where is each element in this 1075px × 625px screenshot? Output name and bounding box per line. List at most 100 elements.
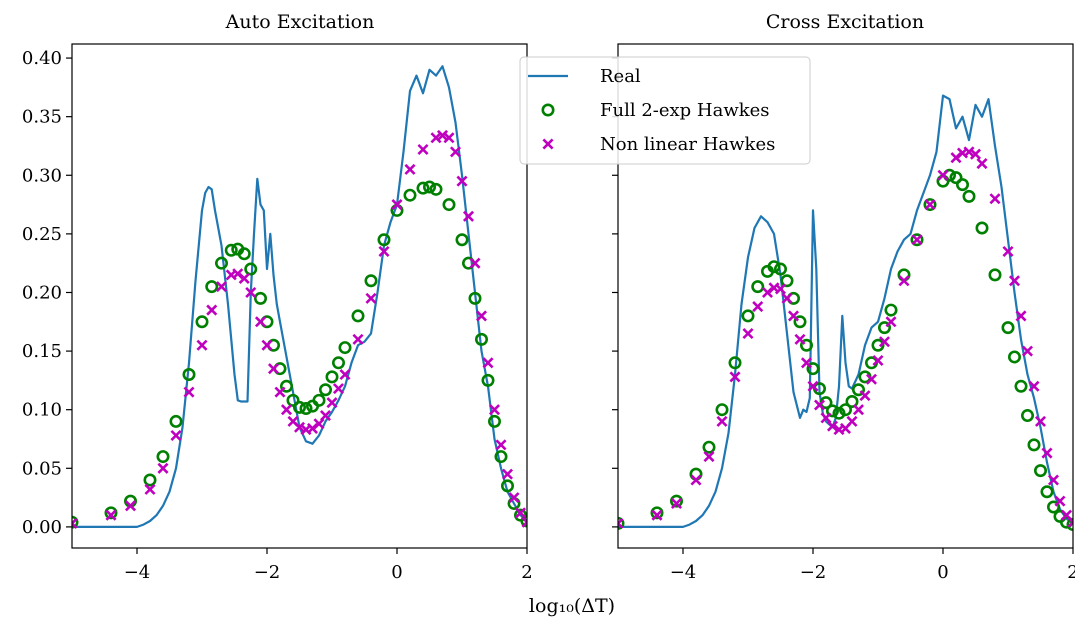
data-point	[449, 146, 462, 158]
data-point	[514, 507, 527, 519]
data-point	[292, 400, 306, 414]
data-point	[488, 404, 501, 416]
data-point	[487, 414, 501, 428]
cross-excitation-panel: Cross Excitation −4 −2 0 2	[612, 11, 1075, 583]
legend-label: Real	[600, 66, 641, 87]
x-tick-label: −2	[254, 562, 281, 583]
data-point	[195, 315, 209, 329]
data-point	[1047, 500, 1061, 514]
y-tick-label: 0.00	[22, 517, 62, 538]
data-point	[482, 357, 494, 369]
data-point	[417, 143, 429, 156]
data-point	[780, 274, 794, 288]
data-point	[319, 410, 332, 422]
data-point	[752, 301, 764, 313]
data-point	[237, 247, 251, 261]
data-point	[794, 333, 806, 345]
data-point	[729, 371, 741, 383]
data-point	[332, 383, 345, 395]
data-point	[462, 210, 475, 222]
data-point	[871, 338, 885, 352]
data-point	[124, 500, 137, 512]
data-point	[72, 517, 78, 529]
data-point	[286, 393, 300, 407]
data-point	[618, 517, 624, 529]
data-point	[774, 283, 787, 295]
data-point	[267, 363, 280, 375]
series-line-real	[72, 65, 527, 529]
data-point	[254, 316, 267, 328]
data-point	[924, 199, 936, 211]
data-point	[157, 462, 169, 474]
plot-area	[72, 65, 527, 529]
data-point	[144, 483, 156, 495]
data-point	[852, 404, 865, 416]
x-axis: −4 −2 0 2	[670, 548, 1075, 583]
data-point	[238, 272, 250, 284]
data-point	[339, 369, 351, 381]
data-point	[969, 148, 982, 160]
x-tick-label: −2	[800, 562, 827, 583]
data-point	[702, 440, 716, 454]
data-point	[872, 354, 884, 366]
data-point	[962, 189, 976, 203]
data-point	[1040, 485, 1054, 499]
x-tick-label: 0	[937, 562, 948, 583]
data-point	[104, 506, 118, 520]
data-point	[274, 386, 286, 398]
data-point	[403, 188, 417, 202]
data-point	[1067, 516, 1073, 528]
data-point	[326, 397, 338, 409]
data-point	[878, 336, 891, 348]
data-point	[650, 506, 664, 520]
data-point	[436, 129, 449, 141]
data-point	[170, 429, 182, 441]
data-point	[352, 333, 364, 345]
legend-label: Non linear Hawkes	[600, 134, 775, 155]
data-point	[351, 309, 365, 323]
data-point	[1014, 379, 1028, 393]
data-point	[1015, 310, 1027, 322]
data-point	[105, 509, 117, 521]
data-point	[937, 169, 949, 181]
data-point	[456, 175, 468, 187]
x-tick-label: 2	[1067, 562, 1075, 583]
data-point	[206, 304, 218, 316]
data-point	[404, 163, 416, 175]
data-point	[898, 275, 910, 287]
data-point	[767, 260, 781, 274]
y-tick-label: 0.20	[22, 282, 62, 303]
data-point	[1028, 380, 1040, 392]
y-tick-label: 0.25	[22, 224, 62, 245]
data-point	[1054, 495, 1066, 507]
data-point	[773, 262, 787, 276]
data-point	[1034, 415, 1047, 427]
data-point	[430, 132, 442, 144]
legend-marker-swatch	[541, 103, 555, 117]
data-point	[468, 291, 482, 305]
data-point	[618, 516, 625, 530]
data-point	[1066, 518, 1073, 532]
data-point	[826, 420, 839, 432]
data-point	[377, 233, 391, 247]
data-point	[156, 450, 170, 464]
panel-title: Auto Excitation	[225, 11, 375, 33]
y-tick-label: 0.30	[22, 165, 62, 186]
legend-box	[519, 56, 811, 165]
data-point	[429, 182, 443, 196]
data-point	[955, 178, 969, 192]
axes-frame	[71, 43, 528, 549]
data-point	[838, 403, 852, 417]
data-point	[494, 450, 508, 464]
data-point	[1002, 245, 1014, 257]
data-point	[1007, 350, 1021, 364]
data-point	[521, 516, 527, 528]
data-point	[279, 379, 293, 393]
data-point	[1020, 409, 1034, 423]
data-point	[846, 415, 858, 427]
data-point	[669, 494, 683, 508]
data-point	[299, 402, 313, 416]
data-point	[442, 198, 456, 212]
data-point	[169, 414, 183, 428]
